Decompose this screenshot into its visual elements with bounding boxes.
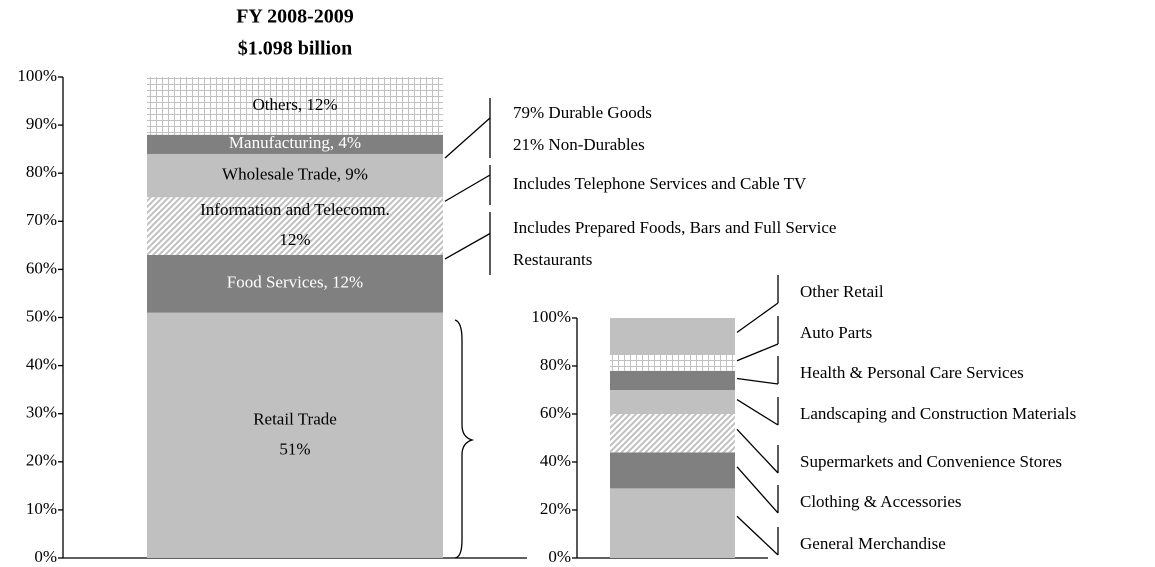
y-tick-label: 60%: [540, 403, 571, 422]
leader-line: [736, 428, 779, 474]
y-tick-label: 100%: [17, 66, 57, 85]
y-tick-label: 30%: [26, 403, 57, 422]
bar-segment: [610, 452, 735, 489]
leader-line: [736, 466, 779, 514]
leader-line: [444, 174, 491, 202]
segment-name: Supermarkets and Convenience Stores: [800, 452, 1062, 471]
y-tick-label: 80%: [26, 162, 57, 181]
y-tick-label: 40%: [540, 451, 571, 470]
bar-segment: [147, 153, 443, 198]
bar-segment: [610, 354, 735, 371]
bar-segment: [147, 77, 443, 135]
y-tick-label: 80%: [540, 355, 571, 374]
segment-name: General Merchandise: [800, 534, 946, 553]
bar-segment: [610, 318, 735, 354]
bar-segment: [610, 488, 735, 558]
bar-segment: [610, 414, 735, 453]
y-tick-label: 0%: [548, 547, 571, 566]
leader-line: [736, 377, 779, 385]
segment-name: Auto Parts: [800, 323, 872, 342]
data-label: Information and Telecomm. 12%: [200, 200, 390, 249]
y-tick-label: 10%: [26, 499, 57, 518]
segment-name: Health & Personal Care Services: [800, 363, 1024, 382]
chart-title: FY 2008-2009: [236, 6, 354, 28]
y-tick-label: 70%: [26, 210, 57, 229]
data-label: Retail Trade 51%: [253, 409, 337, 458]
y-tick-label: 20%: [26, 451, 57, 470]
y-tick-label: 60%: [26, 258, 57, 277]
leader-line: [444, 232, 491, 260]
y-tick-label: 20%: [540, 499, 571, 518]
leader-line: [736, 399, 779, 426]
bar-segment: [147, 134, 443, 154]
bar-segment: [610, 390, 735, 414]
y-tick-label: 90%: [26, 114, 57, 133]
annotation: 79% Durable Goods 21% Non-Durables: [513, 103, 652, 154]
bar-segment: [147, 197, 443, 255]
leader-line: [736, 343, 779, 362]
leader-line: [736, 302, 779, 333]
leader-line: [736, 515, 779, 556]
segment-name: Landscaping and Construction Materials: [800, 404, 1076, 423]
y-tick-label: 0%: [34, 547, 57, 566]
leader-line: [444, 117, 491, 159]
data-label: Wholesale Trade, 9%: [222, 165, 368, 184]
segment-name: Other Retail: [800, 282, 884, 301]
brace: [454, 319, 475, 559]
bar-segment: [610, 370, 735, 390]
data-label: Others, 12%: [253, 95, 338, 114]
chart-subtitle: $1.098 billion: [238, 38, 352, 60]
bar-segment: [147, 254, 443, 313]
annotation: Includes Telephone Services and Cable TV: [513, 174, 807, 193]
segment-name: Clothing & Accessories: [800, 492, 961, 511]
y-tick-label: 50%: [26, 306, 57, 325]
annotation: Includes Prepared Foods, Bars and Full S…: [513, 218, 836, 269]
y-tick-label: 40%: [26, 355, 57, 374]
bar-segment: [147, 312, 443, 558]
y-tick-label: 100%: [531, 307, 571, 326]
data-label: Manufacturing, 4%: [229, 133, 361, 152]
data-label: Food Services, 12%: [227, 273, 363, 292]
